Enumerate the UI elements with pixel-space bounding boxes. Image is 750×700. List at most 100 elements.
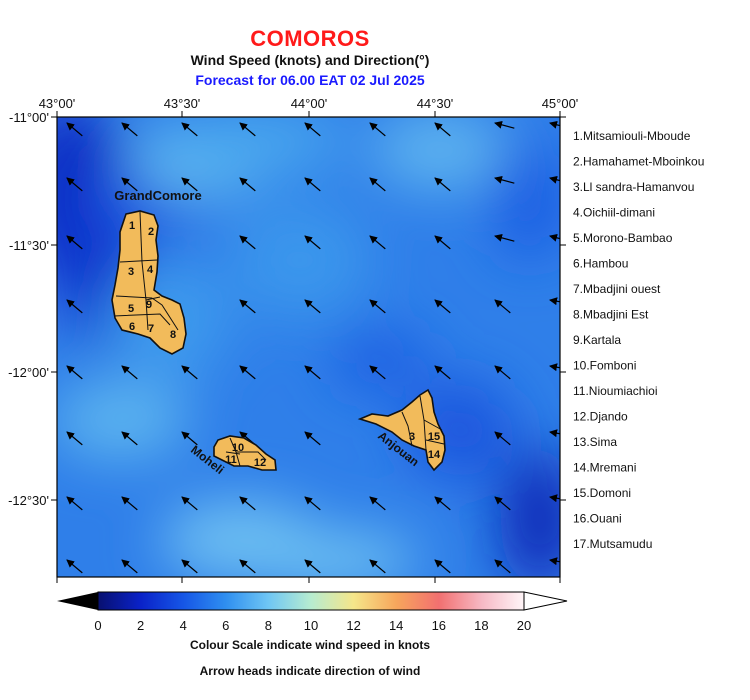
wind-arrow xyxy=(304,431,321,446)
colour-bar: 0 2 4 6 8 10 12 14 16 18 20 xyxy=(57,591,568,633)
colour-bar-tick: 12 xyxy=(346,618,360,633)
legend-item: 12.Djando xyxy=(573,410,628,424)
forecast-time: Forecast for 06.00 EAT 02 Jul 2025 xyxy=(195,72,425,88)
legend-item: 9.Kartala xyxy=(573,333,621,347)
region-number: 12 xyxy=(254,457,266,469)
wind-arrow xyxy=(239,122,256,137)
lat-label: -11°00' xyxy=(9,110,49,125)
map-title: COMOROS xyxy=(250,26,370,51)
colour-bar-tick: 20 xyxy=(517,618,531,633)
wind-arrow xyxy=(369,177,386,192)
wind-arrow xyxy=(121,177,138,192)
grand-comore-island xyxy=(111,210,187,355)
wind-speed-field xyxy=(57,117,560,577)
wind-arrow xyxy=(181,431,198,446)
legend-item: 5.Morono-Bambao xyxy=(573,231,673,245)
legend-item: 7.Mbadjini ouest xyxy=(573,282,661,296)
map-subtitle: Wind Speed (knots) and Direction(°) xyxy=(190,52,430,68)
wind-arrow xyxy=(304,235,321,250)
wind-arrow xyxy=(434,299,451,314)
lon-label: 44°30' xyxy=(417,96,454,111)
wind-arrow xyxy=(239,177,256,192)
region-number: 1 xyxy=(129,220,135,232)
colour-bar-tick: 0 xyxy=(94,618,101,633)
legend-item: 3.Ll sandra-Hamanvou xyxy=(573,180,694,194)
moheli-island xyxy=(213,435,277,471)
legend-item: 2.Hamahamet-Mboinkou xyxy=(573,155,704,169)
colour-bar-tick: 2 xyxy=(137,618,144,633)
wind-arrow xyxy=(181,365,198,380)
wind-arrow xyxy=(434,365,451,380)
wind-arrow xyxy=(304,496,321,511)
colour-scale-note: Colour Scale indicate wind speed in knot… xyxy=(189,638,431,652)
region-number: 9 xyxy=(146,299,152,311)
legend-item: 8.Mbadjini Est xyxy=(573,308,649,322)
colour-bar-tick: 16 xyxy=(432,618,446,633)
region-number: 10 xyxy=(232,442,244,454)
wind-arrow xyxy=(304,177,321,192)
wind-arrow xyxy=(181,122,198,137)
wind-arrow xyxy=(304,122,321,137)
wind-arrow xyxy=(239,235,256,250)
wind-arrow xyxy=(181,559,198,574)
legend-item: 4.Oichiil-dimani xyxy=(573,206,655,220)
legend-item: 10.Fomboni xyxy=(573,359,636,373)
region-number: 3 xyxy=(409,431,415,443)
legend-item: 15.Domoni xyxy=(573,486,631,500)
lon-label: 45°00' xyxy=(542,96,579,111)
lat-label: -11°30' xyxy=(9,238,49,253)
region-number: 8 xyxy=(170,329,176,341)
wind-arrow xyxy=(121,365,138,380)
legend-item: 14.Mremani xyxy=(573,461,636,475)
anjouan-island xyxy=(357,388,446,472)
lon-label: 43°00' xyxy=(39,96,76,111)
wind-arrow xyxy=(369,496,386,511)
lon-label: 43°30' xyxy=(164,96,201,111)
legend-item: 17.Mutsamudu xyxy=(573,537,652,551)
wind-arrow xyxy=(494,559,511,574)
region-number: 4 xyxy=(147,264,154,276)
wind-arrow xyxy=(434,235,451,250)
wind-arrow xyxy=(304,299,321,314)
wind-arrow xyxy=(434,177,451,192)
lat-label: -12°30' xyxy=(8,493,49,508)
wind-arrow xyxy=(181,496,198,511)
wind-arrow xyxy=(239,496,256,511)
wind-arrow xyxy=(494,496,511,511)
axis-ticks xyxy=(51,111,566,583)
wind-arrow xyxy=(494,233,515,242)
island-label-grandcomore: GrandComore xyxy=(114,188,201,203)
wind-arrow xyxy=(66,431,83,446)
legend-item: 13.Sima xyxy=(573,435,617,449)
legend-item: 16.Ouani xyxy=(573,512,622,526)
wind-arrow xyxy=(66,235,83,250)
wind-arrow xyxy=(494,120,515,129)
lat-label: -12°00' xyxy=(8,365,49,380)
wind-arrow xyxy=(121,496,138,511)
region-number: 7 xyxy=(148,323,154,335)
colour-bar-tick: 8 xyxy=(265,618,272,633)
wind-arrow xyxy=(239,365,256,380)
wind-arrow xyxy=(369,122,386,137)
wind-arrow xyxy=(239,299,256,314)
lon-label: 44°00' xyxy=(291,96,328,111)
district-legend: 1.Mitsamiouli-Mboude 2.Hamahamet-Mboinkou… xyxy=(573,129,704,551)
region-number: 6 xyxy=(129,321,135,333)
wind-arrow xyxy=(66,177,83,192)
wind-arrow xyxy=(121,122,138,137)
wind-arrow xyxy=(66,122,83,137)
wind-arrow xyxy=(304,559,321,574)
wind-arrow xyxy=(66,496,83,511)
colour-bar-tick: 4 xyxy=(180,618,187,633)
wind-arrow xyxy=(494,175,515,184)
colour-bar-tick: 6 xyxy=(222,618,229,633)
wind-arrow xyxy=(66,559,83,574)
region-number: 15 xyxy=(428,431,440,443)
wind-arrow xyxy=(304,365,321,380)
wind-arrow xyxy=(369,365,386,380)
wind-arrow xyxy=(239,559,256,574)
wind-arrow xyxy=(434,122,451,137)
colour-bar-tick: 10 xyxy=(304,618,318,633)
wind-arrow xyxy=(121,431,138,446)
